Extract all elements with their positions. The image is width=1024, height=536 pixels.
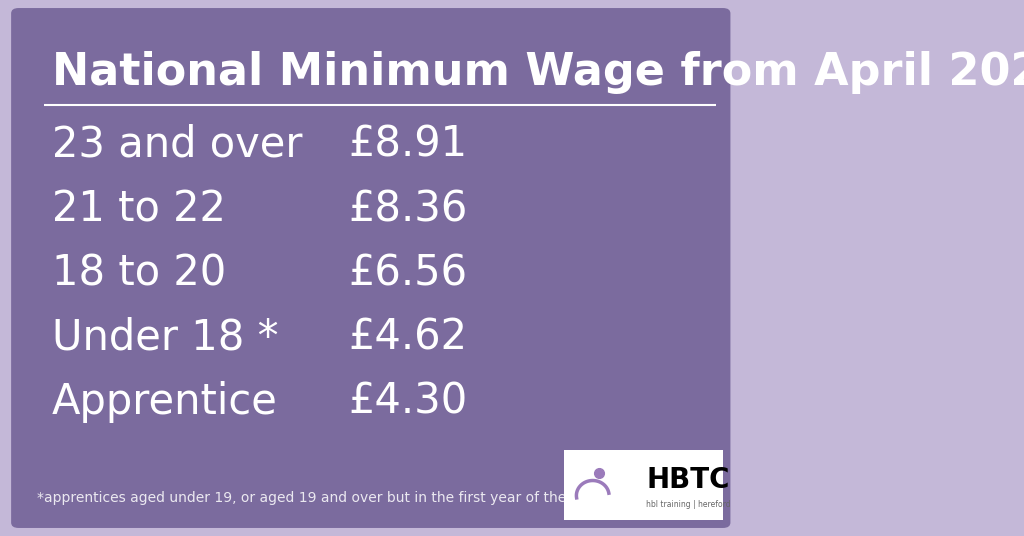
Text: £8.91: £8.91 [348,124,468,166]
Text: 21 to 22: 21 to 22 [52,188,225,230]
Text: £6.56: £6.56 [348,252,468,294]
Text: £4.62: £4.62 [348,317,468,359]
Text: National Minimum Wage from April 2021: National Minimum Wage from April 2021 [52,51,1024,94]
Text: £4.30: £4.30 [348,381,468,423]
FancyBboxPatch shape [11,8,730,528]
Text: Under 18 *: Under 18 * [52,317,279,359]
FancyBboxPatch shape [563,450,723,520]
Text: £8.36: £8.36 [348,188,468,230]
Text: HBTC: HBTC [646,465,730,494]
Text: 18 to 20: 18 to 20 [52,252,226,294]
Text: *apprentices aged under 19, or aged 19 and over but in the first year of their a: *apprentices aged under 19, or aged 19 a… [37,492,684,505]
Text: Apprentice: Apprentice [52,381,278,423]
Text: 23 and over: 23 and over [52,124,302,166]
Text: hbl training | hereford: hbl training | hereford [646,500,731,509]
